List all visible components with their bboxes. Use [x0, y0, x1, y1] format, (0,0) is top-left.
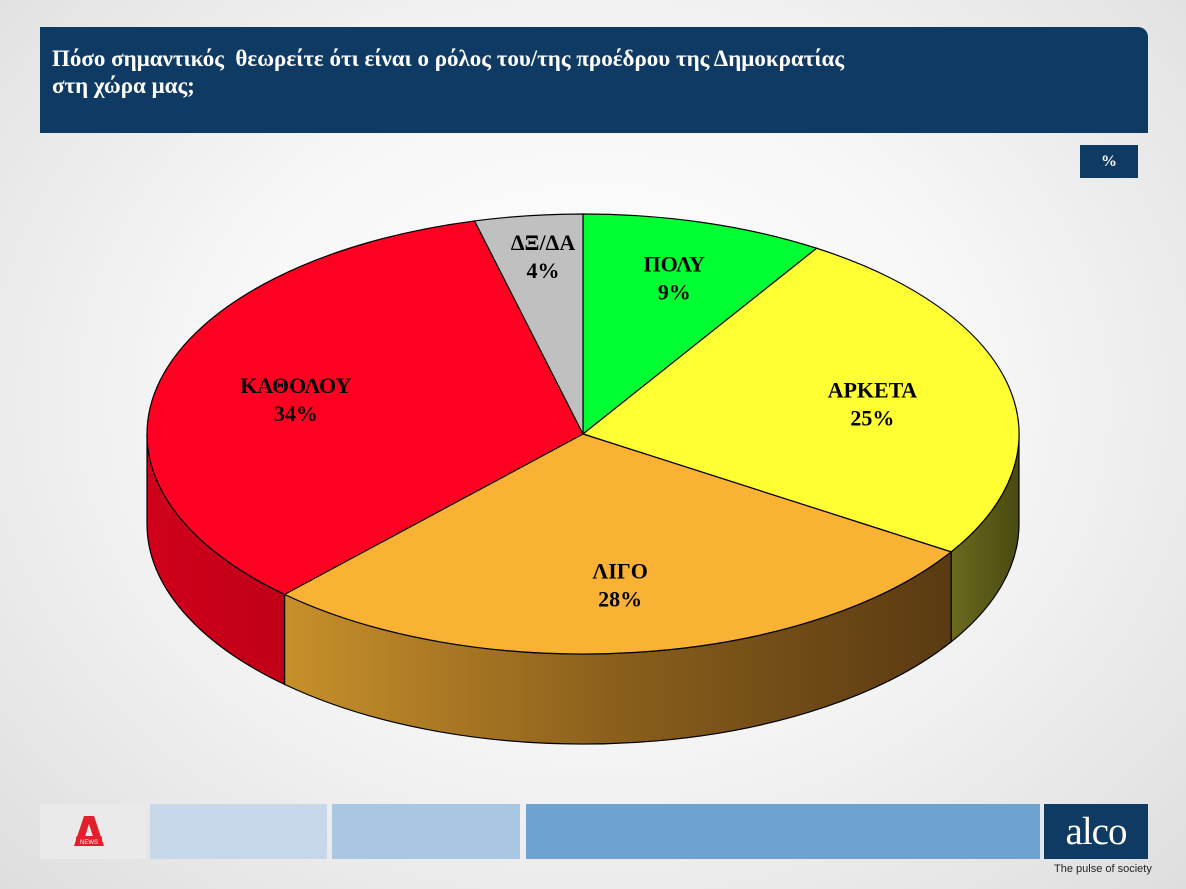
- slice-value-3: 34%: [274, 401, 318, 426]
- pie-chart: ΠΟΛΥ 9% ΑΡΚΕΤΑ 25% ΛΙΓΟ 28% ΚΑΘΟΛΟΥ 34% ΔΞ/ΔΑ 4%: [146, 213, 1020, 745]
- pie-slice-3: [146, 220, 584, 596]
- slice-value-4: 4%: [527, 258, 560, 283]
- slice-label-2: ΛΙΓΟ: [592, 558, 647, 583]
- slice-label-0: ΠΟΛΥ: [643, 252, 705, 277]
- footer-bar-2: [332, 804, 520, 859]
- pie-slice-2: [283, 433, 953, 655]
- pie-slice-4: [473, 213, 584, 435]
- alpha-news-logo: NEWS: [40, 804, 146, 859]
- slice-value-0: 9%: [658, 280, 691, 305]
- slice-label-1: ΑΡΚΕΤΑ: [828, 377, 918, 402]
- slice-label-3: ΚΑΘΟΛΟΥ: [240, 373, 351, 398]
- alco-tagline: The pulse of society: [1054, 863, 1152, 875]
- footer-bar-3: [526, 804, 1040, 859]
- slice-label-4: ΔΞ/ΔΑ: [511, 230, 576, 255]
- footer-bar-1: [150, 804, 327, 859]
- pie-slice-0: [582, 213, 818, 436]
- slice-value-1: 25%: [850, 405, 894, 430]
- unit-badge: %: [1080, 145, 1138, 178]
- pie-slice-1: [581, 247, 1020, 553]
- alco-logo: alco: [1044, 804, 1148, 859]
- question-title: Πόσο σημαντικός θεωρείτε ότι είναι ο ρόλ…: [52, 46, 845, 98]
- slice-value-2: 28%: [598, 586, 642, 611]
- alpha-logo-icon: NEWS: [74, 816, 104, 846]
- header-banner: Πόσο σημαντικός θεωρείτε ότι είναι ο ρόλ…: [40, 27, 1148, 133]
- news-logo-text: NEWS: [80, 840, 98, 846]
